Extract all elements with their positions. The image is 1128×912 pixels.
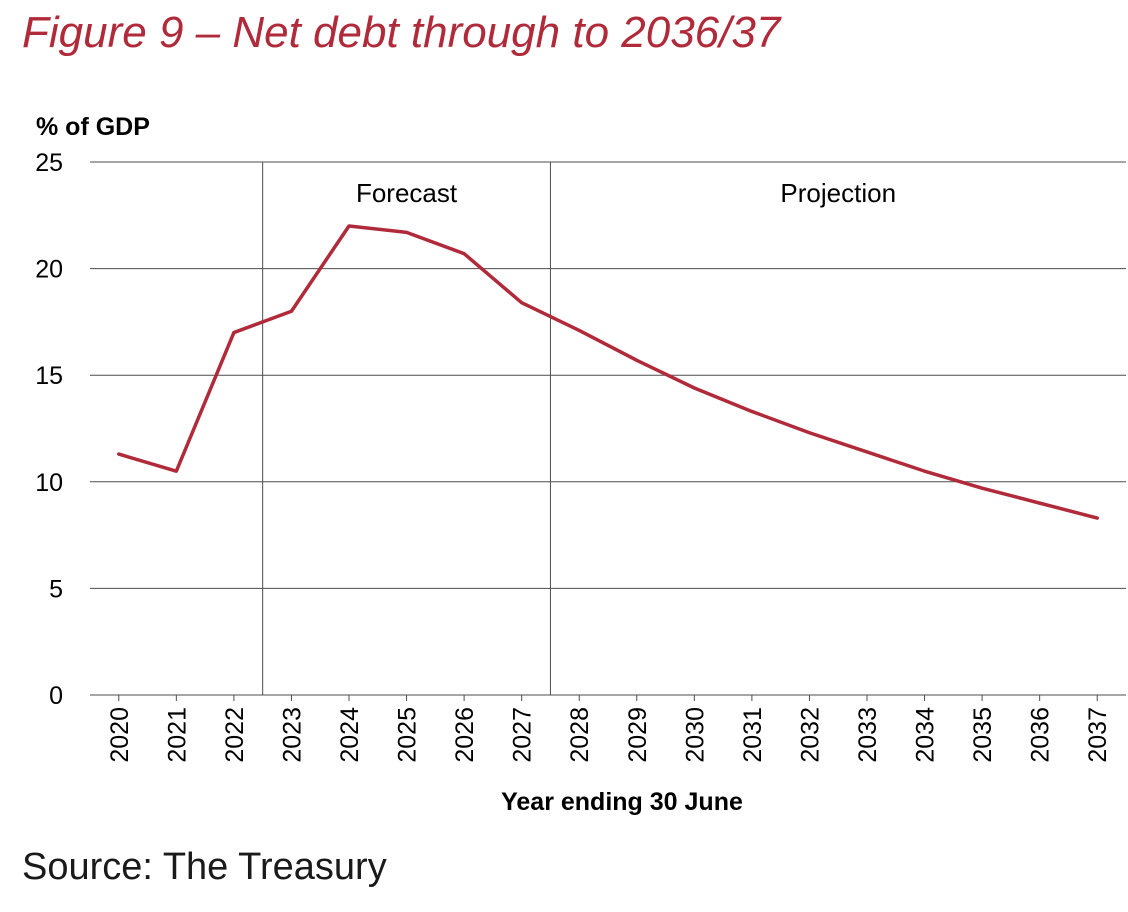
x-tick-label: 2029 (624, 707, 652, 763)
x-tick-label: 2024 (336, 707, 364, 763)
y-tick-label: 0 (49, 682, 63, 710)
data-point-2029 (635, 358, 639, 362)
data-point-2023 (289, 309, 293, 313)
data-point-2036 (1038, 501, 1042, 505)
data-point-2025 (405, 230, 409, 234)
data-point-2033 (865, 450, 869, 454)
figure-title: Figure 9 – Net debt through to 2036/37 (22, 8, 781, 57)
x-tick-label: 2033 (854, 707, 882, 763)
x-tick-label: 2035 (969, 707, 997, 763)
forecast-region-label: Forecast (356, 178, 458, 208)
gridlines (90, 161, 1126, 696)
x-tick-label: 2034 (912, 707, 940, 763)
x-tick-label: 2030 (681, 707, 709, 763)
period-dividers (262, 162, 551, 695)
x-tick-label: 2027 (509, 707, 537, 763)
projection-region-label: Projection (780, 178, 896, 208)
data-point-2035 (980, 486, 984, 490)
data-point-2028 (577, 328, 581, 332)
x-tick-label: 2020 (106, 707, 134, 763)
x-tick-label: 2037 (1084, 707, 1112, 763)
y-tick-label: 10 (35, 469, 63, 497)
data-point-2034 (923, 469, 927, 473)
axes (118, 695, 1098, 701)
data-point-2020 (117, 452, 121, 456)
data-point-2037 (1095, 516, 1099, 520)
x-axis-title: Year ending 30 June (501, 788, 743, 816)
x-tick-label: 2022 (221, 707, 249, 763)
x-tick-label: 2036 (1027, 707, 1055, 763)
data-point-2021 (174, 469, 178, 473)
data-point-2022 (232, 331, 236, 335)
x-tick-label: 2031 (739, 707, 767, 763)
x-tick-label: 2023 (278, 707, 306, 763)
data-point-2026 (462, 252, 466, 256)
x-tick-label: 2028 (566, 707, 594, 763)
data-point-2032 (807, 431, 811, 435)
y-axis-title: % of GDP (36, 113, 150, 141)
y-tick-label: 20 (35, 256, 63, 284)
source-note: Source: The Treasury (22, 846, 387, 888)
series-layer (117, 224, 1099, 520)
y-tick-label: 15 (35, 362, 63, 390)
x-tick-label: 2021 (163, 707, 191, 763)
data-point-2024 (347, 224, 351, 228)
series-line-net-debt (117, 224, 1099, 520)
x-tick-label: 2026 (451, 707, 479, 763)
y-tick-label: 5 (49, 575, 63, 603)
y-tick-label: 25 (35, 149, 63, 177)
data-point-2031 (750, 409, 754, 413)
data-point-2027 (520, 301, 524, 305)
x-tick-label: 2025 (394, 707, 422, 763)
x-tick-label: 2032 (796, 707, 824, 763)
data-point-2030 (692, 386, 696, 390)
